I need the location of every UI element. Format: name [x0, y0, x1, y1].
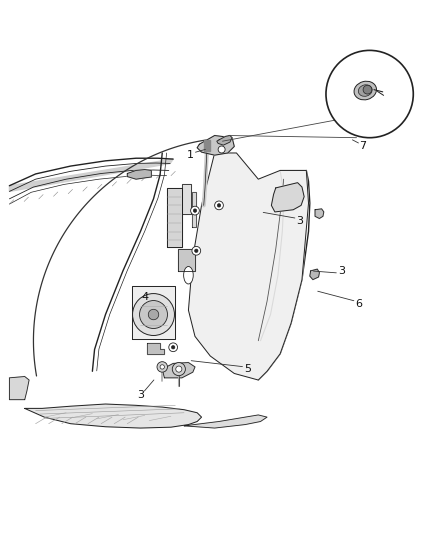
- Text: 3: 3: [296, 216, 303, 225]
- Polygon shape: [147, 343, 164, 354]
- Ellipse shape: [358, 85, 372, 96]
- Polygon shape: [127, 169, 151, 179]
- Circle shape: [157, 362, 167, 372]
- Polygon shape: [184, 415, 267, 428]
- Circle shape: [140, 301, 167, 328]
- Polygon shape: [217, 135, 232, 145]
- Polygon shape: [272, 183, 304, 212]
- Polygon shape: [197, 135, 234, 155]
- Circle shape: [172, 362, 185, 376]
- Circle shape: [171, 345, 175, 349]
- Circle shape: [160, 365, 164, 369]
- Polygon shape: [182, 183, 191, 214]
- Circle shape: [191, 206, 199, 215]
- Ellipse shape: [184, 266, 193, 284]
- Circle shape: [193, 209, 197, 212]
- Circle shape: [194, 249, 198, 253]
- Circle shape: [192, 246, 201, 255]
- Polygon shape: [25, 404, 201, 428]
- Ellipse shape: [354, 81, 377, 100]
- Polygon shape: [204, 140, 210, 151]
- Polygon shape: [132, 286, 175, 338]
- Polygon shape: [188, 153, 308, 380]
- Circle shape: [169, 343, 177, 352]
- Polygon shape: [166, 188, 182, 247]
- Polygon shape: [315, 209, 324, 219]
- Polygon shape: [10, 159, 173, 191]
- Text: 1: 1: [187, 150, 194, 160]
- Circle shape: [217, 204, 221, 207]
- Circle shape: [148, 309, 159, 320]
- Circle shape: [218, 146, 225, 153]
- Text: 3: 3: [338, 266, 345, 276]
- Circle shape: [215, 201, 223, 210]
- Polygon shape: [192, 192, 196, 227]
- Polygon shape: [177, 249, 195, 271]
- Circle shape: [133, 294, 174, 335]
- Polygon shape: [162, 362, 195, 378]
- Polygon shape: [10, 376, 29, 400]
- Text: 3: 3: [137, 390, 144, 400]
- Text: 4: 4: [141, 292, 148, 302]
- Circle shape: [176, 366, 182, 372]
- Text: 6: 6: [355, 298, 362, 309]
- Text: 7: 7: [360, 141, 367, 151]
- Text: 5: 5: [244, 364, 251, 374]
- Circle shape: [326, 51, 413, 138]
- Circle shape: [363, 85, 372, 94]
- Polygon shape: [310, 269, 319, 280]
